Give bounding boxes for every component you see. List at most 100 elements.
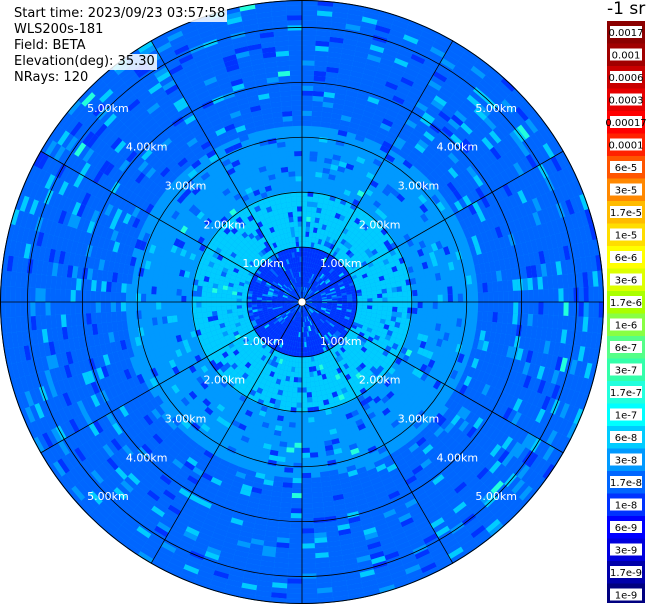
data-cell [403, 370, 412, 379]
data-cell [365, 315, 371, 321]
data-cell [492, 415, 503, 429]
data-cell [441, 375, 450, 385]
data-cell [521, 156, 533, 172]
data-cell [535, 264, 543, 278]
data-cell [323, 357, 329, 364]
data-cell [157, 416, 168, 427]
data-cell [320, 369, 326, 375]
data-cell [407, 343, 415, 352]
data-cell [315, 270, 320, 276]
data-cell [302, 568, 317, 574]
data-cell [347, 469, 358, 477]
data-cell [403, 216, 412, 226]
data-cell [347, 179, 356, 187]
data-cell [399, 228, 408, 237]
data-cell [355, 326, 362, 332]
data-cell [311, 298, 317, 301]
data-cell [132, 397, 142, 409]
data-cell [336, 279, 343, 284]
data-cell [286, 442, 295, 448]
data-cell [290, 319, 294, 325]
data-cell [297, 306, 300, 312]
data-cell [373, 29, 390, 39]
data-cell [145, 455, 158, 467]
data-cell [41, 432, 54, 448]
data-cell [509, 148, 522, 163]
data-cell [361, 142, 372, 151]
data-cell [395, 541, 411, 551]
data-cell [382, 208, 391, 217]
data-cell [272, 409, 279, 416]
data-cell [436, 316, 443, 324]
data-cell [512, 279, 519, 291]
data-cell [362, 237, 370, 245]
data-cell [404, 29, 421, 40]
data-cell [404, 526, 419, 537]
data-cell [289, 325, 293, 331]
data-cell [396, 167, 407, 177]
data-cell [67, 404, 78, 419]
data-cell [306, 277, 309, 283]
data-cell [317, 299, 323, 302]
data-cell [415, 207, 425, 217]
data-cell [379, 472, 392, 482]
data-cell [216, 490, 228, 500]
data-cell [226, 494, 239, 504]
data-cell [341, 486, 353, 494]
data-cell [402, 267, 409, 275]
data-cell [329, 287, 335, 292]
data-cell [201, 389, 210, 399]
data-cell [233, 554, 248, 563]
data-cell [417, 295, 423, 302]
data-cell [359, 209, 368, 217]
data-cell [213, 420, 223, 429]
data-cell [325, 209, 332, 216]
data-cell [321, 268, 326, 274]
data-cell [573, 179, 584, 196]
data-cell [363, 527, 377, 536]
data-cell [309, 330, 313, 336]
data-cell [364, 63, 379, 73]
data-cell [569, 390, 580, 407]
data-cell [444, 156, 456, 168]
data-cell [423, 430, 434, 441]
data-cell [369, 238, 377, 245]
data-cell [410, 258, 417, 267]
data-cell [408, 58, 424, 69]
data-cell [302, 493, 313, 499]
data-cell [249, 345, 256, 352]
data-cell [476, 381, 486, 394]
data-cell [458, 208, 468, 220]
data-cell [356, 189, 365, 198]
data-cell [273, 319, 279, 325]
data-cell [229, 388, 237, 396]
data-cell [528, 338, 536, 352]
data-cell [384, 278, 391, 285]
data-cell [216, 361, 224, 369]
data-cell [305, 311, 308, 317]
data-cell [349, 364, 356, 372]
data-cell [425, 321, 432, 330]
data-cell [246, 421, 256, 429]
data-cell [437, 382, 446, 393]
data-cell [432, 521, 448, 533]
data-cell [414, 469, 427, 480]
data-cell [443, 332, 450, 342]
data-cell [269, 354, 275, 361]
data-cell [283, 472, 293, 478]
data-cell [254, 363, 261, 370]
data-cell [303, 287, 305, 293]
data-cell [204, 551, 220, 561]
data-cell [176, 515, 190, 527]
data-cell [299, 352, 302, 358]
data-cell [528, 302, 534, 315]
data-cell [309, 247, 314, 253]
data-cell [231, 436, 241, 445]
data-cell [276, 415, 284, 422]
data-cell [364, 318, 371, 324]
data-cell [450, 114, 464, 127]
data-cell [394, 503, 408, 514]
data-cell [565, 199, 575, 215]
data-cell [420, 92, 434, 104]
data-cell [452, 90, 467, 103]
